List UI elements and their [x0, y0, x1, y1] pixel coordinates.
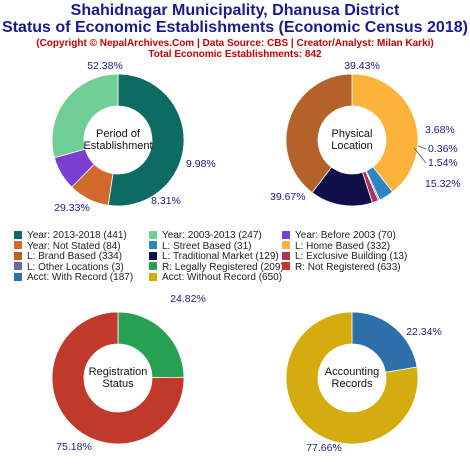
legend-label: L: Traditional Market (129) [162, 251, 279, 262]
donut-center [318, 106, 386, 174]
legend-item: L: Exclusive Building (13) [282, 251, 407, 263]
slice-percent-label: 22.34% [406, 326, 442, 338]
slice-percent-label: 3.68% [425, 124, 455, 136]
legend-swatch [149, 262, 157, 270]
donut-center-label: Registration [89, 366, 148, 378]
legend-swatch [282, 241, 290, 249]
donut-center [84, 106, 152, 174]
leader-line [413, 147, 427, 164]
legend-item: Year: 2013-2018 (441) [14, 230, 127, 242]
slice-percent-label: 1.54% [428, 157, 458, 169]
total-establishments: Total Economic Establishments: 842 [148, 49, 322, 60]
slice-percent-label: 52.38% [87, 60, 123, 72]
donut-chart-2: 39.43% 3.68% 0.36% 1.54% 15.32% 39.67% Physica… [270, 60, 461, 207]
donut-center-label: Records [332, 378, 373, 390]
legend-swatch [149, 241, 157, 249]
slice-percent-label: 15.32% [425, 178, 461, 190]
chart-title-line1: Shahidnagar Municipality, Dhanusa Distri… [70, 2, 400, 19]
legend-label: L: Brand Based (334) [27, 251, 123, 262]
legend-item: L: Brand Based (334) [14, 251, 122, 263]
legend-swatch [14, 272, 22, 281]
chart-title-line2: Status of Economic Establishments (Econo… [2, 19, 468, 36]
donut-center-label: Period of [96, 128, 141, 140]
legend-swatch [282, 251, 290, 260]
legend-label: Year: 2003-2013 (247) [162, 230, 262, 241]
slice-percent-label: 39.67% [270, 191, 306, 203]
legend-item: Year: 2003-2013 (247) [149, 230, 262, 242]
legend-label: Year: 2013-2018 (441) [27, 230, 127, 241]
donut-center-label: Location [331, 140, 373, 152]
slice-percent-label: 75.18% [56, 441, 92, 453]
legend-swatch [14, 251, 22, 260]
legend-swatch [149, 251, 157, 260]
donut-center-label: Physical [332, 128, 373, 140]
donut-center [318, 344, 386, 412]
leader-line [417, 145, 427, 150]
legend-swatch [14, 262, 22, 270]
donut-center-label: Establishment [83, 140, 152, 152]
legend-swatch [149, 272, 157, 281]
donut-center-label: Status [102, 378, 134, 390]
slice-percent-label: 77.66% [306, 442, 342, 454]
legend-item: L: Traditional Market (129) [149, 251, 279, 263]
legend-item: L: Street Based (31) [149, 241, 252, 253]
legend-item: R: Not Registered (633) [282, 262, 401, 274]
legend-label: L: Exclusive Building (13) [295, 251, 408, 262]
slice-percent-label: 9.98% [186, 158, 216, 170]
legend-item: Acct: Without Record (650) [149, 272, 282, 284]
legend-swatch [14, 230, 22, 239]
legend-label: L: Other Locations (3) [27, 261, 124, 273]
legend-label: Acct: Without Record (650) [162, 272, 283, 283]
legend-label: Year: Not Stated (84) [27, 240, 121, 252]
legend-item: Year: Before 2003 (70) [282, 230, 396, 242]
slice-percent-label: 24.82% [170, 293, 206, 305]
copyright-note: (Copyright © NepalArchives.Com | Data So… [36, 38, 434, 49]
legend-swatch [282, 230, 290, 239]
legend-item: R: Legally Registered (209) [149, 262, 284, 274]
legend-label: R: Not Registered (633) [295, 261, 401, 273]
donut-center-label: Accounting [325, 366, 379, 378]
legend-swatch [149, 230, 157, 239]
slice-percent-label: 39.43% [344, 60, 380, 72]
slice-percent-label: 8.31% [151, 195, 181, 207]
slice-percent-label: 0.36% [428, 143, 458, 155]
legend-label: L: Home Based (332) [295, 240, 391, 252]
donut-center [84, 344, 152, 412]
legend-label: Year: Before 2003 (70) [295, 230, 396, 241]
slice-percent-label: 29.33% [54, 202, 90, 214]
legend-item: Year: Not Stated (84) [14, 241, 121, 253]
legend-item: L: Other Locations (3) [14, 262, 124, 274]
legend-label: R: Legally Registered (209) [162, 261, 284, 273]
legend-swatch [282, 262, 290, 270]
legend-item: Acct: With Record (187) [14, 272, 133, 284]
legend-label: L: Street Based (31) [162, 240, 252, 252]
legend-item: L: Home Based (332) [282, 241, 390, 253]
legend-swatch [14, 241, 22, 249]
legend-label: Acct: With Record (187) [27, 272, 134, 283]
donut-chart-1: 52.38% 9.98% 8.31% 29.33% Period ofEstablish… [51, 60, 216, 214]
